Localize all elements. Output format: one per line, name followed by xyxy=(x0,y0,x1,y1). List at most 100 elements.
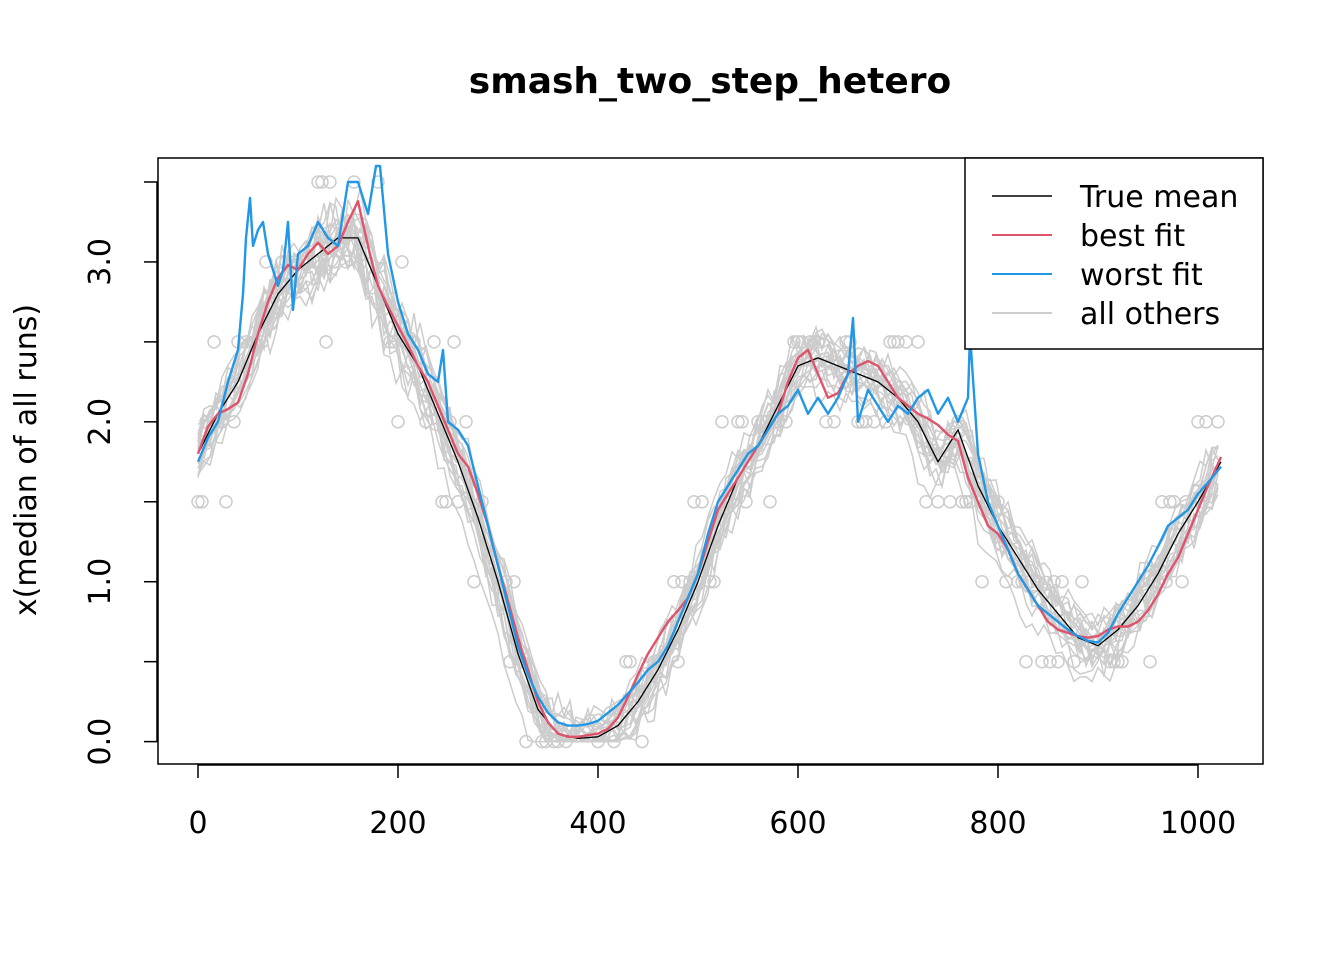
observed-point xyxy=(499,574,513,589)
observed-point xyxy=(707,574,721,589)
observed-point xyxy=(715,415,729,429)
observed-point xyxy=(315,175,329,189)
observed-point xyxy=(1031,574,1045,589)
y-tick-label: 2.0 xyxy=(83,398,118,446)
best-fit-line xyxy=(196,199,1223,738)
worst-fit-line xyxy=(196,164,1222,727)
observed-point xyxy=(207,335,221,349)
x-tick-label: 800 xyxy=(969,806,1026,841)
observed-point xyxy=(195,495,209,509)
observed-point xyxy=(1035,654,1049,669)
y-axis: 0.0 1.0 2.0 3.0 xyxy=(83,181,158,766)
legend-label: True mean xyxy=(1079,180,1238,215)
x-tick-label: 200 xyxy=(369,806,426,841)
observed-point xyxy=(1047,574,1061,589)
observed-point xyxy=(1107,654,1121,669)
observed-point xyxy=(907,415,921,429)
observed-point xyxy=(807,335,821,349)
observed-point xyxy=(1067,654,1081,669)
legend: True mean best fit worst fit all others xyxy=(964,157,1264,350)
true-mean-line xyxy=(197,237,1222,740)
other-run-line xyxy=(197,218,1219,738)
x-axis: 0 200 400 600 800 1000 xyxy=(188,764,1236,841)
observed-point xyxy=(1163,495,1177,509)
observed-point xyxy=(1175,574,1189,589)
observed-point xyxy=(391,415,405,429)
observed-point xyxy=(591,734,605,749)
legend-label: all others xyxy=(1080,297,1220,332)
observed-point xyxy=(859,415,873,429)
observed-point xyxy=(319,335,333,349)
observed-point xyxy=(1143,654,1157,669)
observed-point xyxy=(787,335,801,349)
observed-point xyxy=(1191,415,1205,429)
observed-point xyxy=(955,495,969,509)
observed-point xyxy=(339,255,353,269)
observed-point xyxy=(227,415,241,429)
observed-point xyxy=(891,335,905,349)
y-tick-label: 0.0 xyxy=(83,718,118,766)
observed-point xyxy=(951,415,965,429)
plot-frame xyxy=(157,157,1264,765)
observed-point xyxy=(695,495,709,509)
observed-point xyxy=(687,495,701,509)
observed-point xyxy=(1019,654,1033,669)
x-tick-label: 1000 xyxy=(1160,806,1236,841)
observed-point xyxy=(1115,654,1129,669)
observed-point xyxy=(883,335,897,349)
observed-point xyxy=(371,175,385,189)
legend-label: best fit xyxy=(1080,219,1185,254)
observed-point xyxy=(763,495,777,509)
observed-point xyxy=(739,495,753,509)
observed-point xyxy=(1055,574,1069,589)
observed-point xyxy=(551,734,565,749)
observed-point xyxy=(651,654,665,669)
observed-point xyxy=(239,335,253,349)
observed-point xyxy=(963,495,977,509)
observed-point xyxy=(959,495,973,509)
observed-point xyxy=(427,335,441,349)
observed-point xyxy=(1199,415,1213,429)
legend-label: worst fit xyxy=(1080,258,1203,293)
observed-point xyxy=(1111,654,1125,669)
chart-title: smash_two_step_hetero xyxy=(469,61,951,102)
observed-point xyxy=(919,495,933,509)
series-layer xyxy=(196,164,1223,740)
observed-point xyxy=(1211,415,1225,429)
observed-point xyxy=(451,495,465,509)
observed-point xyxy=(323,175,337,189)
observed-point xyxy=(991,495,1005,509)
observed-point xyxy=(683,574,697,589)
observed-point xyxy=(827,415,841,429)
observed-point xyxy=(259,255,273,269)
observed-point xyxy=(943,495,957,509)
observed-point xyxy=(419,415,433,429)
y-axis-label: x(median of all runs) xyxy=(9,304,44,616)
observed-point xyxy=(667,574,681,589)
observed-point xyxy=(899,335,913,349)
observed-point xyxy=(467,574,481,589)
observed-point xyxy=(507,574,521,589)
observed-point xyxy=(975,574,989,589)
observed-point xyxy=(623,654,637,669)
observed-point xyxy=(447,335,461,349)
observed-point xyxy=(731,415,745,429)
observed-point xyxy=(931,495,945,509)
observed-point xyxy=(735,415,749,429)
observed-point xyxy=(779,415,793,429)
observed-point xyxy=(519,734,533,749)
observed-point xyxy=(911,335,925,349)
observed-points-layer xyxy=(191,175,1225,749)
observed-point xyxy=(1015,574,1029,589)
observed-point xyxy=(675,574,689,589)
observed-point xyxy=(1075,574,1089,589)
y-tick-label: 1.0 xyxy=(83,558,118,606)
observed-point xyxy=(619,654,633,669)
observed-point xyxy=(635,734,649,749)
observed-point xyxy=(671,654,685,669)
x-tick-label: 0 xyxy=(188,806,207,841)
x-tick-label: 400 xyxy=(569,806,626,841)
x-tick-label: 600 xyxy=(769,806,826,841)
observed-point xyxy=(703,574,717,589)
observed-point xyxy=(867,415,881,429)
